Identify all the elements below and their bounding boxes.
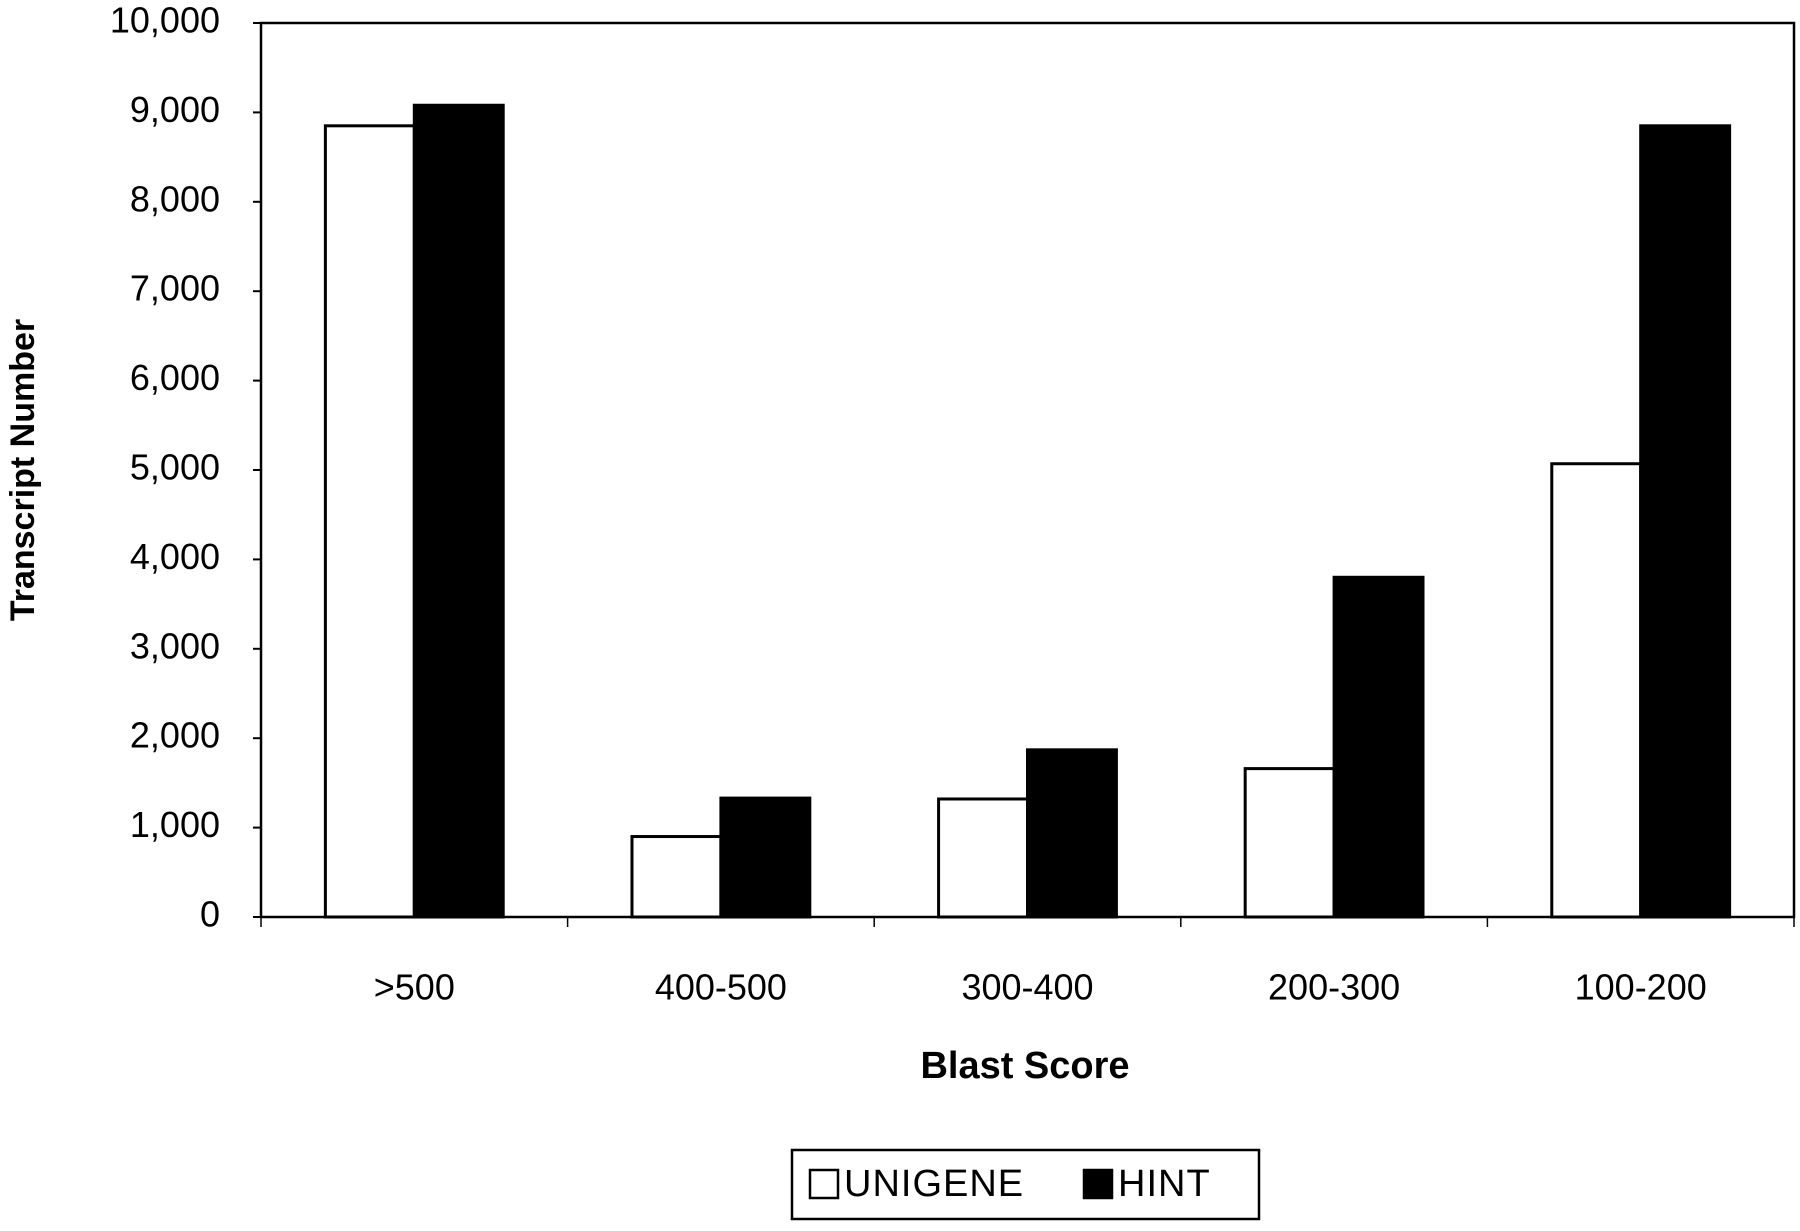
legend-box xyxy=(790,1148,1261,1221)
bar xyxy=(323,124,416,919)
bar xyxy=(719,796,812,919)
y-tick-label: 0 xyxy=(200,894,220,935)
y-tick-label: 10,000 xyxy=(110,0,220,41)
x-tick-label: 400-500 xyxy=(655,967,787,1008)
y-axis-title: Transcript Number xyxy=(4,319,42,621)
bar xyxy=(1332,575,1425,919)
legend-label: UNIGENE xyxy=(844,1163,1024,1205)
x-tick-label: 100-200 xyxy=(1575,967,1707,1008)
y-tick-label: 6,000 xyxy=(130,357,220,398)
bar xyxy=(630,835,723,919)
y-tick-label: 2,000 xyxy=(130,715,220,756)
y-tick-label: 4,000 xyxy=(130,536,220,577)
bar xyxy=(1243,767,1336,919)
bar xyxy=(412,103,505,919)
bar xyxy=(937,797,1029,919)
y-tick-label: 9,000 xyxy=(130,89,220,130)
legend-label: HINT xyxy=(1118,1163,1211,1205)
x-tick-label: >500 xyxy=(374,967,455,1008)
x-axis-title: Blast Score xyxy=(920,1045,1129,1087)
bar xyxy=(1026,748,1118,919)
y-tick-label: 1,000 xyxy=(130,804,220,845)
legend-swatch xyxy=(1082,1168,1114,1200)
y-tick-label: 7,000 xyxy=(130,268,220,309)
plot-frame xyxy=(259,21,1796,919)
x-tick-label: 200-300 xyxy=(1268,967,1400,1008)
y-tick-label: 5,000 xyxy=(130,447,220,488)
y-tick-label: 3,000 xyxy=(130,625,220,666)
bar xyxy=(1639,124,1732,919)
legend-swatch xyxy=(808,1168,840,1200)
y-tick-label: 8,000 xyxy=(130,178,220,219)
x-tick-label: 300-400 xyxy=(961,967,1093,1008)
bar xyxy=(1550,462,1643,919)
